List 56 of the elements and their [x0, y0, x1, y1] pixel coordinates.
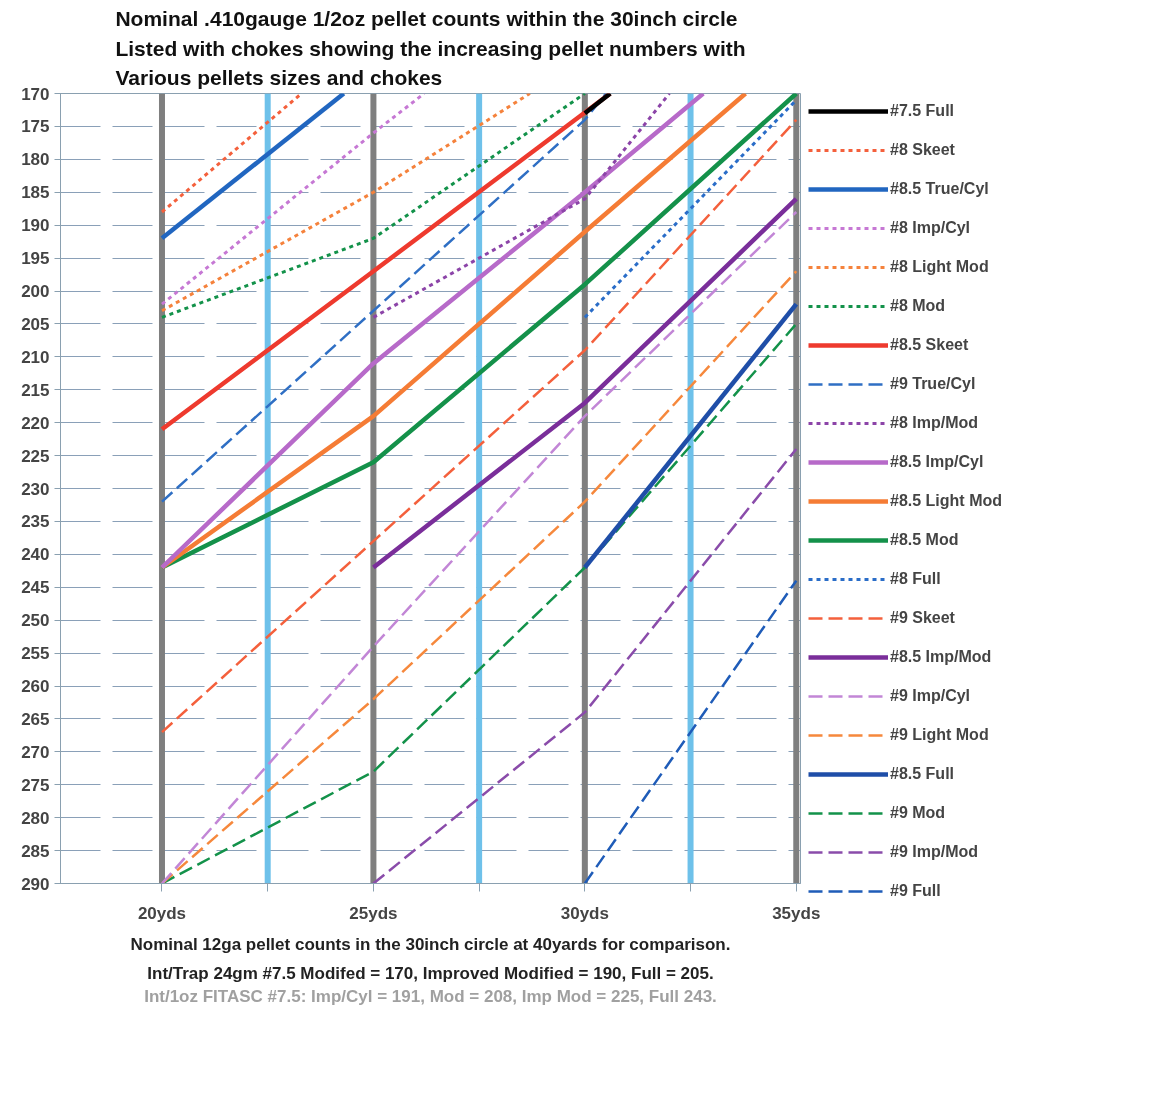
x-tick-label: 25yds — [349, 903, 398, 923]
legend-label: #8.5 Mod — [890, 530, 959, 550]
legend-label: #8 Imp/Cyl — [890, 218, 971, 238]
legend-label: #9 Mod — [890, 803, 946, 823]
legend-label: #9 Full — [890, 881, 941, 901]
line-series — [160, 93, 608, 503]
chart-title: Nominal .410gauge 1/2oz pellet counts within the 30inch circle Listed with chokes showing the increasing pellet numbers with Various pellets sizes and chokes — [115, 6, 746, 90]
text: Nominal 12ga pellet counts in the 30inch circle at 40yards for comparison. — [130, 934, 731, 954]
legend-label: #8 Imp/Mod — [890, 413, 979, 433]
legend-label: #8.5 Imp/Mod — [890, 647, 992, 667]
legend-label: #8.5 Light Mod — [890, 491, 1002, 511]
legend-label: #9 Skeet — [890, 608, 955, 628]
y-tick-label: 225 — [21, 446, 50, 466]
y-tick-label: 270 — [21, 742, 50, 762]
y-tick-label: 235 — [21, 512, 50, 532]
legend-label: #7.5 Full — [890, 101, 955, 121]
y-tick-label: 190 — [21, 216, 50, 236]
x-tick-label: 30yds — [560, 903, 609, 923]
y-tick-label: 210 — [21, 347, 50, 367]
y-tick-label: 250 — [21, 611, 50, 631]
y-tick-label: 215 — [21, 380, 50, 400]
legend-label: #8.5 Imp/Cyl — [890, 452, 984, 472]
y-tick-label: 290 — [21, 874, 50, 894]
y-tick-label: 170 — [21, 84, 50, 104]
y-tick-label: 280 — [21, 808, 50, 828]
y-tick-label: 220 — [21, 413, 50, 433]
legend-label: #9 True/Cyl — [890, 374, 976, 394]
y-tick-label: 180 — [21, 150, 50, 170]
y-tick-label: 195 — [21, 249, 50, 269]
legend-label: #8 Skeet — [890, 140, 955, 160]
legend-label: #8 Full — [890, 569, 941, 589]
line-series — [160, 118, 798, 734]
y-tick-label: 265 — [21, 709, 50, 729]
x-tick-label: 20yds — [137, 903, 187, 923]
legend-label: #8.5 True/Cyl — [890, 179, 989, 199]
y-tick-label: 230 — [21, 479, 50, 499]
x-tick-label: 35yds — [772, 903, 821, 923]
y-tick-label: 175 — [21, 117, 50, 137]
y-tick-label: 245 — [21, 578, 50, 598]
legend-label: #8.5 Skeet — [890, 335, 969, 355]
legend-label: #8 Mod — [890, 296, 946, 316]
y-tick-label: 260 — [21, 677, 50, 696]
y-tick-label: 185 — [21, 183, 50, 203]
y-tick-label: 275 — [21, 775, 50, 795]
y-tick-label: 205 — [21, 314, 50, 334]
legend-label: #9 Imp/Cyl — [890, 686, 971, 706]
legend-label: #9 Imp/Mod — [890, 842, 979, 862]
y-tick-label: 255 — [21, 644, 50, 664]
text: Int/Trap 24gm #7.5 Modifed = 170, Improved Modified = 190, Full = 205. — [147, 963, 714, 983]
y-tick-label: 240 — [21, 545, 50, 565]
legend-label: #8 Light Mod — [890, 257, 989, 277]
legend-label: #8.5 Full — [890, 764, 955, 784]
y-tick-label: 200 — [21, 282, 50, 301]
legend-label: #9 Light Mod — [890, 725, 989, 745]
y-tick-label: 285 — [21, 841, 50, 861]
text: Int/1oz FITASC #7.5: Imp/Cyl = 191, Mod = 208, Imp Mod = 225, Full 243. — [144, 986, 717, 1006]
